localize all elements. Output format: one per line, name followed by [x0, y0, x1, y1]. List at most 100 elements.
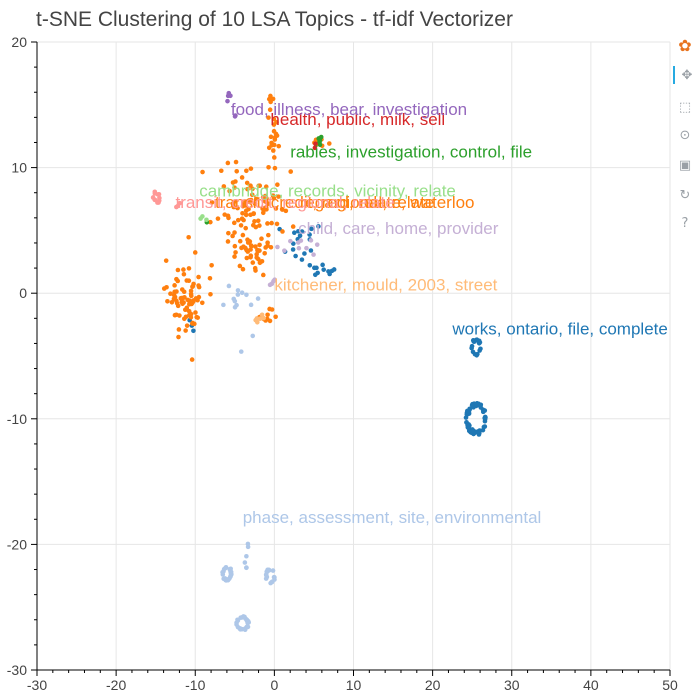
data-point[interactable] [253, 268, 258, 273]
data-point[interactable] [477, 348, 482, 353]
data-point[interactable] [242, 626, 247, 632]
data-point[interactable] [266, 96, 272, 102]
data-point[interactable] [188, 288, 194, 294]
data-point[interactable] [156, 191, 162, 197]
data-point[interactable] [248, 212, 253, 218]
data-point[interactable] [290, 224, 296, 229]
data-point[interactable] [312, 145, 318, 151]
data-point[interactable] [245, 186, 250, 192]
data-point[interactable] [466, 422, 471, 427]
help-icon[interactable]: ? [681, 215, 689, 231]
data-point[interactable] [208, 219, 213, 225]
data-point[interactable] [273, 206, 279, 211]
data-point[interactable] [274, 133, 280, 138]
data-point[interactable] [252, 201, 258, 206]
data-point[interactable] [259, 312, 265, 318]
data-point[interactable] [265, 221, 270, 226]
data-point[interactable] [209, 200, 215, 205]
data-point[interactable] [266, 232, 271, 238]
data-point[interactable] [208, 291, 213, 297]
data-point[interactable] [257, 183, 263, 189]
data-point[interactable] [248, 183, 253, 188]
data-point[interactable] [234, 168, 240, 174]
data-point[interactable] [189, 357, 195, 362]
data-point[interactable] [308, 248, 314, 253]
data-point[interactable] [244, 565, 249, 571]
data-point[interactable] [243, 199, 248, 204]
data-point[interactable] [221, 576, 226, 582]
data-point[interactable] [227, 566, 232, 572]
data-point[interactable] [250, 260, 256, 265]
data-point[interactable] [474, 337, 480, 343]
save-icon[interactable]: ▣ [678, 157, 692, 173]
data-point[interactable] [295, 240, 301, 245]
data-point[interactable] [253, 196, 259, 202]
data-point[interactable] [165, 299, 170, 304]
data-point[interactable] [321, 267, 326, 272]
data-point[interactable] [183, 328, 188, 333]
data-point[interactable] [273, 314, 278, 320]
data-point[interactable] [190, 320, 195, 326]
data-point[interactable] [270, 568, 276, 573]
data-point[interactable] [180, 295, 186, 301]
data-point[interactable] [293, 253, 298, 259]
data-point[interactable] [274, 119, 279, 125]
data-point[interactable] [469, 402, 475, 408]
data-point[interactable] [309, 226, 314, 232]
data-point[interactable] [470, 338, 476, 343]
data-point[interactable] [276, 194, 281, 199]
data-point[interactable] [232, 254, 237, 259]
data-point[interactable] [283, 208, 289, 214]
data-point[interactable] [244, 292, 249, 298]
data-point[interactable] [172, 312, 178, 318]
data-point[interactable] [234, 302, 239, 308]
data-point[interactable] [244, 255, 250, 261]
data-point[interactable] [239, 290, 245, 296]
data-point[interactable] [255, 296, 261, 301]
data-point[interactable] [225, 213, 231, 219]
data-point[interactable] [245, 237, 250, 243]
data-point[interactable] [150, 195, 156, 200]
data-point[interactable] [244, 553, 249, 559]
data-point[interactable] [248, 197, 254, 203]
data-point[interactable] [245, 249, 251, 254]
data-point[interactable] [269, 142, 274, 148]
data-point[interactable] [221, 184, 227, 189]
data-point[interactable] [246, 206, 251, 212]
data-point[interactable] [272, 277, 277, 283]
data-point[interactable] [221, 302, 226, 308]
data-point[interactable] [326, 141, 332, 146]
data-point[interactable] [196, 284, 202, 290]
data-point[interactable] [480, 409, 486, 415]
data-point[interactable] [209, 262, 214, 268]
data-point[interactable] [254, 255, 259, 260]
data-point[interactable] [230, 233, 235, 239]
data-point[interactable] [156, 200, 161, 205]
data-point[interactable] [314, 265, 319, 271]
data-point[interactable] [259, 236, 264, 242]
data-point[interactable] [169, 300, 175, 305]
data-point[interactable] [314, 242, 320, 247]
data-point[interactable] [248, 302, 254, 308]
pan-icon[interactable]: ✥ [673, 66, 696, 84]
data-point[interactable] [257, 223, 262, 228]
data-point[interactable] [292, 230, 297, 236]
bokeh-logo-icon[interactable]: ✿ [678, 35, 692, 55]
data-point[interactable] [225, 93, 231, 99]
data-point[interactable] [290, 247, 296, 252]
data-point[interactable] [191, 298, 196, 303]
data-point[interactable] [271, 574, 277, 580]
data-point[interactable] [204, 217, 209, 223]
data-point[interactable] [243, 245, 248, 251]
data-point[interactable] [242, 560, 248, 565]
data-point[interactable] [267, 282, 273, 288]
data-point[interactable] [248, 253, 254, 259]
data-point[interactable] [269, 307, 275, 312]
data-point[interactable] [260, 195, 266, 200]
data-point[interactable] [191, 281, 196, 287]
data-point[interactable] [244, 180, 250, 186]
data-point[interactable] [233, 113, 238, 118]
data-point[interactable] [200, 214, 205, 219]
data-point[interactable] [262, 198, 268, 204]
